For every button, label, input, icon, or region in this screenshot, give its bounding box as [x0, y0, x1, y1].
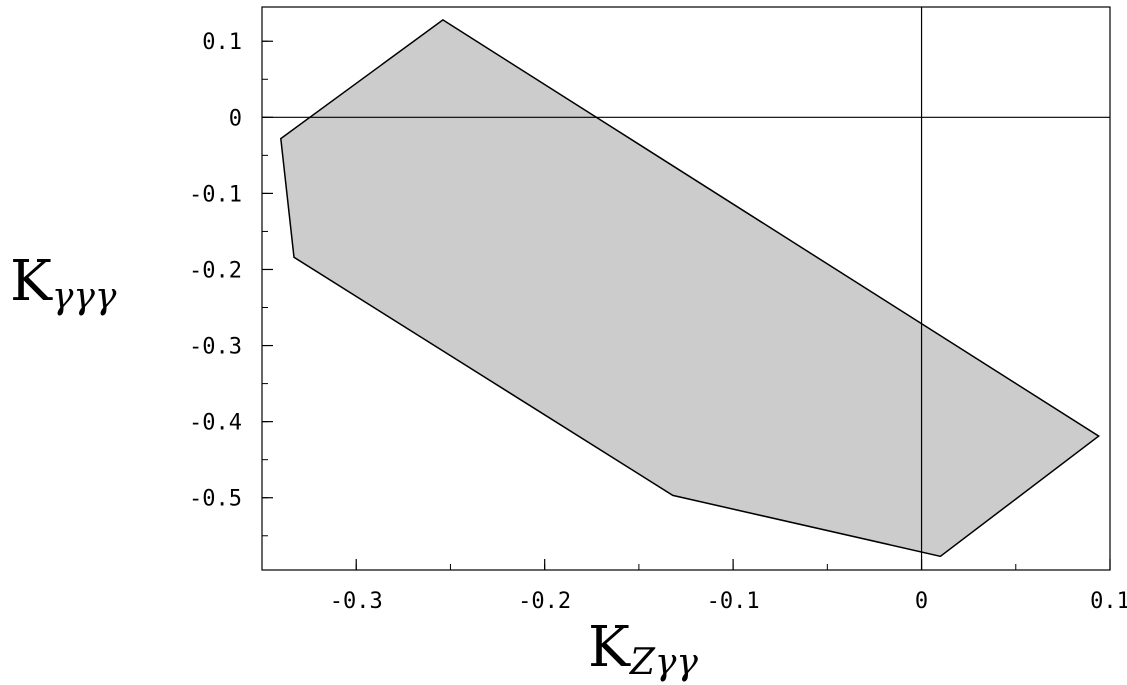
plot-frame [261, 6, 1111, 571]
y-tick-label: -0.3 [189, 335, 242, 360]
feasible-region [280, 18, 1101, 558]
y-tick-label: -0.4 [189, 411, 242, 436]
x-tick-label: -0.1 [707, 589, 760, 614]
y-tick-label: 0 [229, 106, 242, 131]
x-tick-label: -0.2 [518, 589, 571, 614]
x-tick-label: 0.1 [1090, 589, 1127, 614]
x-axis-title: KZγγ [588, 615, 698, 683]
x-tick-label: -0.3 [330, 589, 383, 614]
x-tick-label: 0 [915, 589, 928, 614]
ticks [262, 40, 1111, 570]
y-tick-label: -0.1 [189, 182, 242, 207]
y-axis-title: Kγγγ [10, 249, 117, 317]
zero-lines [262, 7, 1110, 570]
tick-labels: -0.3 -0.2 -0.1 0 0.1 0.1 0 -0.1 -0.2 -0.3 -0.4 -0.5 [189, 30, 1127, 614]
y-tick-label: -0.2 [189, 258, 242, 283]
feasible-region-layer [280, 18, 1101, 558]
y-tick-label: 0.1 [202, 30, 242, 55]
y-tick-label: -0.5 [189, 487, 242, 512]
